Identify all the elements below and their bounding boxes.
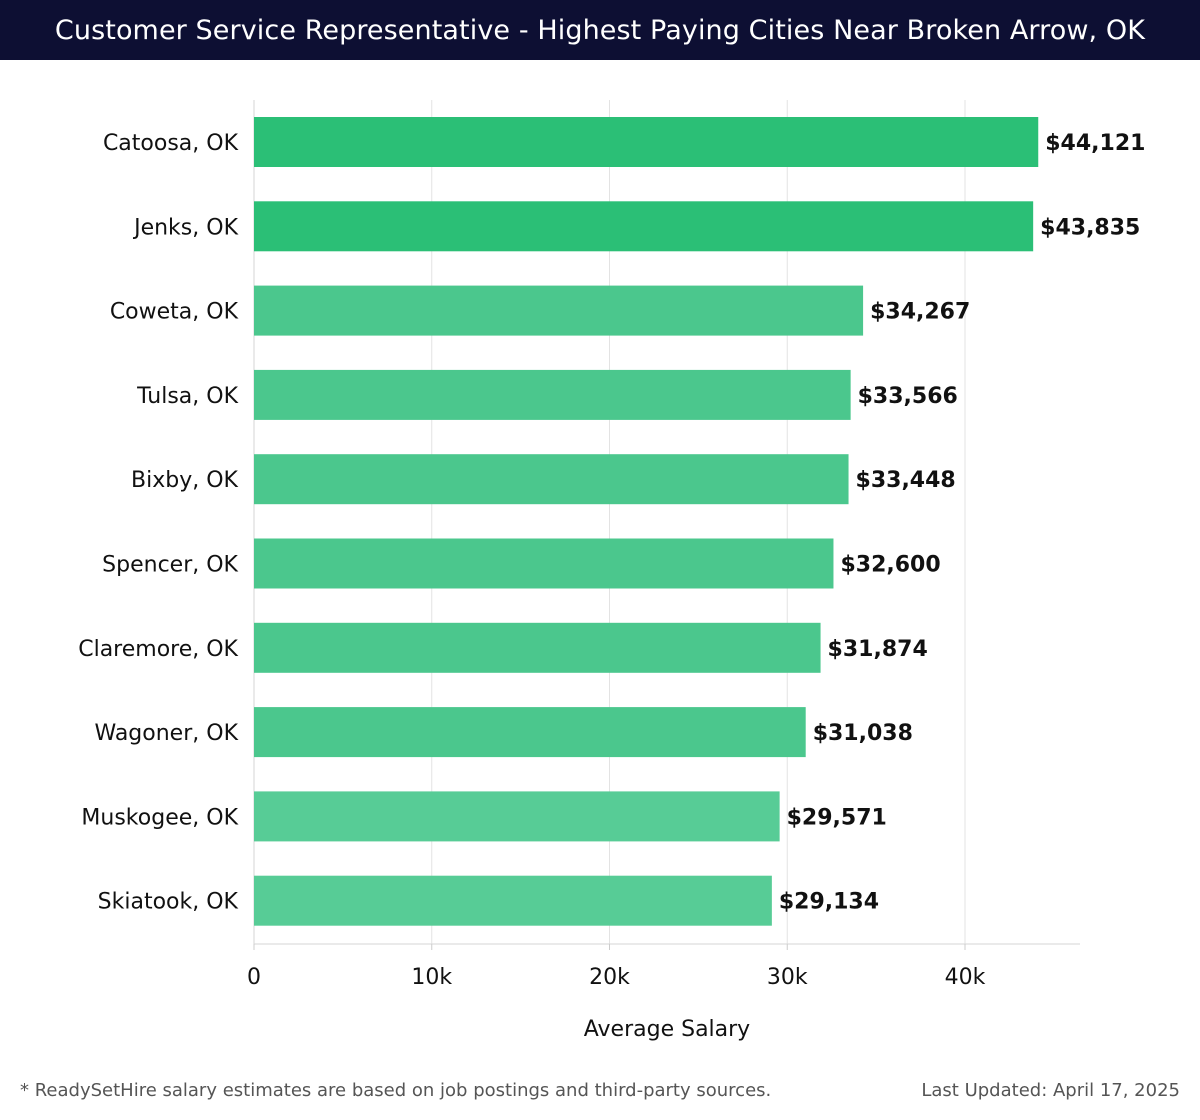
data-label: $32,600 xyxy=(840,553,940,578)
x-tick-label: 10k xyxy=(411,965,452,990)
bar xyxy=(254,875,772,926)
bar xyxy=(254,791,780,842)
category-label: Claremore, OK xyxy=(78,637,238,662)
category-label: Tulsa, OK xyxy=(136,384,238,409)
footnote: * ReadySetHire salary estimates are base… xyxy=(20,1080,772,1101)
data-label: $43,835 xyxy=(1040,215,1140,240)
x-tick-label: 30k xyxy=(767,965,808,990)
category-label: Catoosa, OK xyxy=(103,131,239,156)
bar xyxy=(254,454,849,505)
x-tick-label: 40k xyxy=(945,965,986,990)
chart-title: Customer Service Representative - Highes… xyxy=(54,14,1146,46)
x-axis-title: Average Salary xyxy=(584,1017,750,1042)
chart-header: Customer Service Representative - Highes… xyxy=(0,0,1200,60)
bar xyxy=(254,538,834,589)
category-label: Wagoner, OK xyxy=(94,721,238,746)
bar xyxy=(254,285,864,336)
bar xyxy=(254,117,1039,167)
data-label: $29,134 xyxy=(779,890,879,915)
data-label: $31,874 xyxy=(828,637,928,662)
bar xyxy=(254,707,806,758)
category-label: Coweta, OK xyxy=(110,300,239,325)
x-tick-label: 20k xyxy=(589,965,630,990)
data-label: $44,121 xyxy=(1045,131,1145,156)
bar xyxy=(254,622,821,673)
data-label: $34,267 xyxy=(870,300,970,325)
data-label: $29,571 xyxy=(787,805,887,830)
bar xyxy=(254,201,1034,252)
category-label: Spencer, OK xyxy=(102,553,238,578)
category-label: Jenks, OK xyxy=(132,215,238,240)
category-label: Muskogee, OK xyxy=(81,805,238,830)
x-tick-label: 0 xyxy=(247,965,261,990)
data-label: $33,448 xyxy=(856,468,956,493)
data-label: $31,038 xyxy=(813,721,913,746)
data-label: $33,566 xyxy=(858,384,958,409)
salary-bar-chart: 0 10k 20k 30k 40k Average Salary Catoosa, OK $4… xyxy=(78,100,1145,1042)
category-label: Bixby, OK xyxy=(131,468,239,493)
bar xyxy=(254,369,851,420)
category-label: Skiatook, OK xyxy=(98,890,239,915)
last-updated: Last Updated: April 17, 2025 xyxy=(921,1080,1180,1101)
